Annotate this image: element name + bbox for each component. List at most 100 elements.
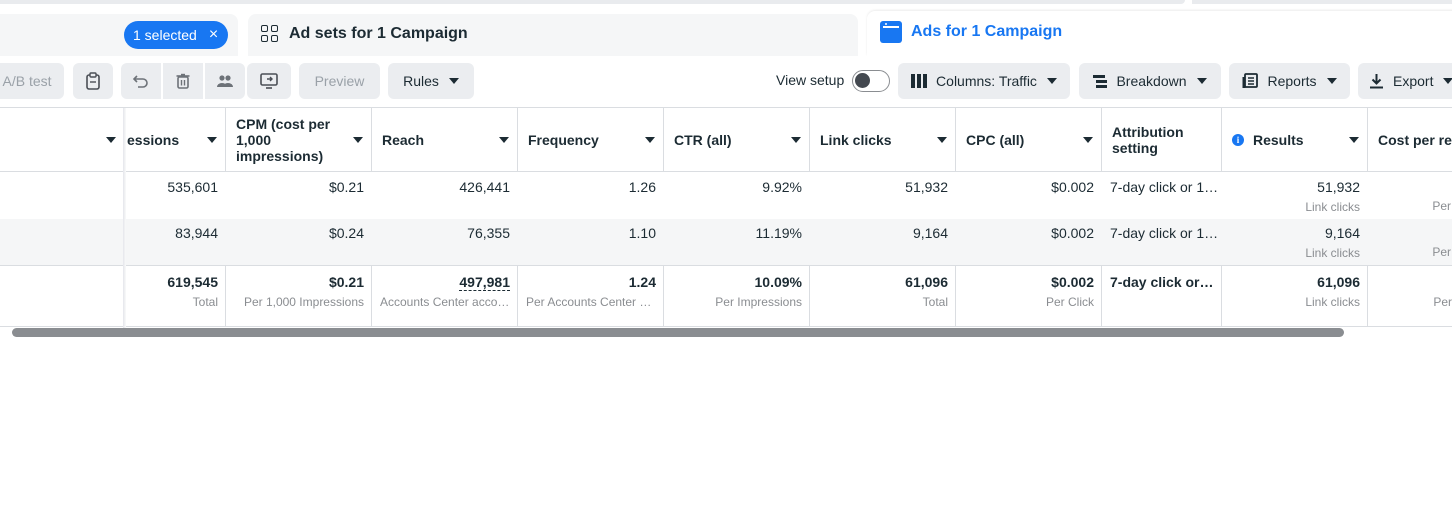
share-preview-button[interactable] — [247, 63, 291, 99]
cell-cpm: $0.21 — [328, 179, 364, 195]
header-frequency[interactable]: Frequency — [518, 108, 664, 172]
total-reach[interactable]: 497,981 Accounts Center acco… — [372, 266, 518, 326]
toolbar: A/B test Preview Rules Columns: Traffic … — [0, 56, 1452, 106]
undo-button[interactable] — [121, 63, 161, 99]
cell-ctr: 9.92% — [762, 179, 802, 195]
header-impressions[interactable]: essions — [125, 108, 226, 172]
undo-icon — [133, 75, 148, 88]
chevron-down-icon[interactable] — [106, 137, 116, 143]
cell-results: 51,932 Link clicks — [1222, 173, 1368, 219]
cell-impressions: 83,944 — [175, 225, 218, 241]
tab-ads[interactable] — [867, 11, 1452, 56]
grid-icon — [260, 24, 280, 44]
tab-adsets-title[interactable]: Ad sets for 1 Campaign — [260, 24, 468, 44]
horizontal-scrollbar[interactable] — [12, 328, 1344, 337]
reports-icon — [1242, 73, 1259, 88]
cell-cost-per-result: Per — [1368, 173, 1452, 219]
info-icon[interactable]: i — [1232, 134, 1244, 146]
table-header: essions CPM (cost per 1,000 impressions)… — [0, 108, 1452, 172]
cell-results: 9,164 Link clicks — [1222, 219, 1368, 265]
clipboard-icon — [86, 72, 100, 90]
total-impressions: 619,545 Total — [125, 266, 226, 326]
preview-label: Preview — [314, 73, 365, 89]
chevron-down-icon[interactable] — [937, 137, 947, 143]
reports-button[interactable]: Reports — [1229, 63, 1350, 99]
chevron-down-icon[interactable] — [207, 137, 217, 143]
chevron-down-icon — [1443, 78, 1452, 84]
total-cpm: $0.21 Per 1,000 Impressions — [226, 266, 372, 326]
tab-adsets-label: Ad sets for 1 Campaign — [289, 25, 468, 42]
header-ctr[interactable]: CTR (all) — [664, 108, 810, 172]
ads-table: essions CPM (cost per 1,000 impressions)… — [0, 107, 1452, 328]
chevron-down-icon[interactable] — [791, 137, 801, 143]
cell-totals-name — [0, 266, 125, 326]
chevron-down-icon[interactable] — [499, 137, 509, 143]
columns-button[interactable]: Columns: Traffic — [898, 63, 1070, 99]
total-link-clicks: 61,096 Total — [810, 266, 956, 326]
total-attribution: 7-day click or … — [1102, 266, 1222, 326]
download-icon — [1370, 74, 1383, 89]
header-link-clicks[interactable]: Link clicks — [810, 108, 956, 172]
cost-per-result-type: Per — [1432, 199, 1451, 213]
cell-attribution: 7-day click or 1… — [1110, 225, 1219, 241]
cell-cpc: $0.002 — [1051, 225, 1094, 241]
chevron-down-icon — [1196, 78, 1207, 84]
view-setup-toggle[interactable] — [852, 70, 890, 92]
results-type: Link clicks — [1305, 246, 1360, 260]
share-screen-icon — [260, 73, 278, 89]
ads-window-icon — [880, 21, 902, 43]
tab-ads-label: Ads for 1 Campaign — [911, 23, 1063, 40]
audience-button[interactable] — [205, 63, 245, 99]
total-ctr: 10.09% Per Impressions — [664, 266, 810, 326]
close-icon[interactable]: × — [208, 26, 219, 43]
cell-impressions: 535,601 — [167, 179, 218, 195]
header-cpc[interactable]: CPC (all) — [956, 108, 1102, 172]
rules-button[interactable]: Rules — [388, 63, 474, 99]
export-label: Export — [1393, 73, 1434, 89]
cell-attribution: 7-day click or 1… — [1110, 179, 1219, 195]
header-attribution[interactable]: Attribution setting — [1102, 108, 1222, 172]
chevron-down-icon[interactable] — [1083, 137, 1093, 143]
cell-frequency: 1.26 — [628, 179, 656, 195]
table-row[interactable]: 535,601 $0.21 426,441 1.26 9.92% 51,932 … — [0, 173, 1452, 219]
total-cost-per-result: Per — [1433, 295, 1452, 309]
selected-count-label: 1 selected — [133, 27, 197, 43]
breakdown-icon — [1093, 75, 1108, 88]
chevron-down-icon[interactable] — [1349, 137, 1359, 143]
total-cpc: $0.002 Per Click — [956, 266, 1102, 326]
header-results[interactable]: i Results — [1222, 108, 1368, 172]
trash-icon — [176, 73, 190, 89]
table-row[interactable]: 83,944 $0.24 76,355 1.10 11.19% 9,164 $0… — [0, 219, 1452, 265]
cell-link-clicks: 9,164 — [912, 225, 948, 241]
breakdown-button[interactable]: Breakdown — [1079, 63, 1221, 99]
ab-test-button[interactable]: A/B test — [0, 63, 64, 99]
people-icon — [217, 75, 233, 87]
chevron-down-icon[interactable] — [645, 137, 655, 143]
rules-label: Rules — [403, 73, 439, 89]
chevron-down-icon — [448, 78, 459, 84]
ab-test-label: A/B test — [2, 73, 52, 89]
breakdown-label: Breakdown — [1116, 73, 1187, 89]
top-divider — [0, 0, 1185, 4]
header-cpm[interactable]: CPM (cost per 1,000 impressions) — [226, 108, 372, 172]
tab-ads-title[interactable]: Ads for 1 Campaign — [880, 21, 1062, 43]
tab-adsets[interactable] — [248, 14, 858, 56]
cost-per-result-type: Per — [1432, 245, 1451, 259]
header-reach[interactable]: Reach — [372, 108, 518, 172]
totals-row: 619,545 Total $0.21 Per 1,000 Impression… — [0, 265, 1452, 327]
delete-button[interactable] — [163, 63, 203, 99]
total-frequency: 1.24 Per Accounts Center a… — [518, 266, 664, 326]
cell-reach: 426,441 — [459, 179, 510, 195]
chevron-down-icon — [1046, 78, 1057, 84]
selected-count-pill[interactable]: 1 selected × — [124, 21, 228, 49]
export-button[interactable]: Export — [1358, 63, 1452, 99]
preview-button[interactable]: Preview — [299, 63, 380, 99]
chevron-down-icon[interactable] — [353, 137, 363, 143]
cell-frequency: 1.10 — [628, 225, 656, 241]
cell-link-clicks: 51,932 — [905, 179, 948, 195]
header-cost-per-result[interactable]: Cost per res — [1378, 132, 1452, 148]
cell-cpm: $0.24 — [328, 225, 364, 241]
tab-strip: 1 selected × Ad sets for 1 Campaign Ads … — [0, 0, 1452, 56]
duplicate-button[interactable] — [73, 63, 113, 99]
header-name[interactable] — [0, 108, 125, 172]
